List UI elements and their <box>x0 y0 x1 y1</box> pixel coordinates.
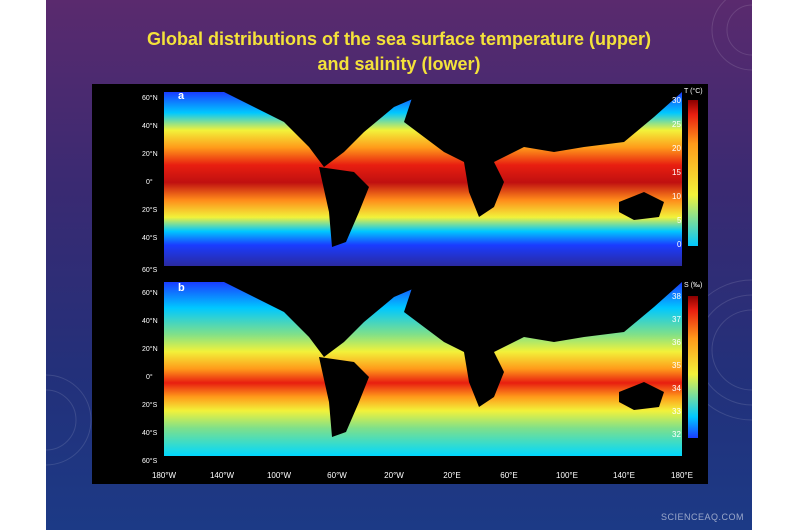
temperature-map <box>164 92 682 266</box>
colorbar-tick: 10 <box>672 192 681 201</box>
colorbar-tick: 38 <box>672 292 681 301</box>
colorbar-tick: 0 <box>677 240 682 249</box>
land-masses <box>224 92 682 247</box>
panel-b-label: b <box>178 282 185 294</box>
colorbar-tick: 35 <box>672 361 681 370</box>
colorbar-tick: 33 <box>672 407 681 416</box>
colorbar-tick: 34 <box>672 384 681 393</box>
lat-tick: 40°S <box>142 235 158 242</box>
lon-tick: 100°W <box>266 471 292 480</box>
slide-title-line1: Global distributions of the sea surface … <box>146 29 652 49</box>
colorbar-tick: 20 <box>672 144 681 153</box>
lat-tick: 60°S <box>142 458 158 465</box>
lat-tick: 60°S <box>142 267 158 274</box>
watermark: SCIENCEAQ.COM <box>660 512 744 522</box>
lat-tick: 20°S <box>142 207 158 214</box>
slide-title: Global distributions of the sea surface … <box>46 27 752 77</box>
colorbar-tick: 15 <box>672 168 681 177</box>
colorbar-tick: 32 <box>672 430 681 439</box>
land-masses <box>224 282 682 437</box>
lon-tick: 60°E <box>500 471 518 480</box>
temperature-colorbar <box>688 100 698 246</box>
lat-tick: 0° <box>146 374 153 381</box>
salinity-map <box>164 282 682 456</box>
presentation-slide: Global distributions of the sea surface … <box>46 0 752 530</box>
colorbar-a-title: T (°C) <box>684 88 703 95</box>
lon-tick: 60°W <box>327 471 347 480</box>
colorbar-tick: 25 <box>672 120 681 129</box>
lon-tick: 140°W <box>209 471 235 480</box>
colorbar-tick: 37 <box>672 315 681 324</box>
lon-tick: 20°E <box>443 471 461 480</box>
lon-tick: 180°W <box>151 471 177 480</box>
sst-salinity-figure: a b 60°N 40°N 20°N 0° 20°S 40°S 60°S 60°… <box>92 84 708 484</box>
lat-tick: 40°N <box>142 123 158 130</box>
lat-tick: 60°N <box>142 290 158 297</box>
salinity-colorbar <box>688 296 698 438</box>
lat-tick: 60°N <box>142 95 158 102</box>
lat-tick: 0° <box>146 179 153 186</box>
lat-tick: 20°S <box>142 402 158 409</box>
panel-a-label: a <box>178 90 185 102</box>
colorbar-tick: 30 <box>672 96 681 105</box>
lon-tick: 180°E <box>671 471 693 480</box>
colorbar-tick: 36 <box>672 338 681 347</box>
lon-tick: 100°E <box>556 471 578 480</box>
lat-tick: 20°N <box>142 346 158 353</box>
lon-tick: 140°E <box>613 471 635 480</box>
colorbar-b-title: S (‰) <box>684 282 703 289</box>
slide-title-line2: and salinity (lower) <box>317 54 481 74</box>
lon-tick: 20°W <box>384 471 404 480</box>
colorbar-tick: 5 <box>677 216 682 225</box>
lat-tick: 40°S <box>142 430 158 437</box>
lat-tick: 40°N <box>142 318 158 325</box>
lat-tick: 20°N <box>142 151 158 158</box>
